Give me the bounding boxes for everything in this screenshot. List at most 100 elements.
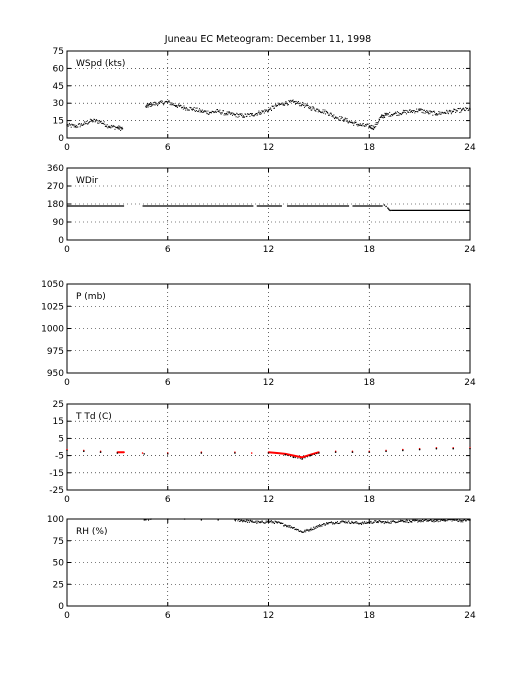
data-point-wspd-0-46 <box>452 110 454 113</box>
scatter-dot-rh <box>278 521 280 523</box>
scatter-dot-wspd <box>199 111 201 113</box>
scatter-dot-wspd <box>178 104 180 106</box>
scatter-dot-rh <box>379 520 381 522</box>
scatter-dot-rh <box>320 524 322 526</box>
scatter-dot-wspd <box>391 113 393 115</box>
data-point-temp-1-18 <box>402 449 404 452</box>
scatter-dot-wspd <box>447 113 449 115</box>
scatter-dot-wspd <box>211 110 213 112</box>
scatter-dot-wspd <box>118 128 120 130</box>
scatter-dot-rh <box>430 519 432 521</box>
scatter-dot-rh <box>354 521 356 523</box>
scatter-dot-wspd <box>162 103 164 105</box>
scatter-dot-wspd <box>287 104 289 106</box>
scatter-dot-wspd <box>312 106 314 108</box>
scatter-dot-rh <box>420 520 422 522</box>
x-tick-label-wspd-2: 12 <box>263 143 274 153</box>
scatter-dot-wspd <box>119 127 121 129</box>
scatter-dot-rh <box>389 522 391 524</box>
scatter-dot-wspd <box>275 103 277 105</box>
data-point-temp-1-12 <box>309 454 312 457</box>
scatter-dot-rh <box>268 520 270 522</box>
scatter-dot-rh <box>317 526 319 528</box>
scatter-dot-rh <box>241 520 243 522</box>
scatter-dot-rh <box>374 520 376 522</box>
scatter-dot-wspd <box>405 109 407 111</box>
scatter-dot-wspd <box>348 121 350 123</box>
panel-label-rh: RH (%) <box>76 527 107 537</box>
scatter-dot-wspd <box>337 117 339 119</box>
scatter-dot-wspd <box>434 113 436 115</box>
scatter-dot-rh <box>246 519 248 521</box>
scatter-dot-wspd <box>407 111 409 113</box>
scatter-dot-rh <box>364 522 366 524</box>
scatter-dot-rh <box>389 522 391 524</box>
scatter-dot-rh <box>421 520 423 522</box>
scatter-dot-rh <box>354 521 356 523</box>
scatter-dot-wspd <box>399 113 401 115</box>
scatter-dot-wspd <box>432 111 434 113</box>
scatter-dot-rh <box>440 519 442 521</box>
data-point-rh-0-4 <box>200 519 203 521</box>
scatter-dot-wspd <box>372 125 374 127</box>
scatter-dot-wspd <box>381 114 383 116</box>
scatter-dot-wspd <box>332 115 334 117</box>
scatter-dot-wspd <box>212 111 214 113</box>
scatter-dot-rh <box>466 518 468 520</box>
scatter-dot-wspd <box>106 124 108 126</box>
scatter-dot-rh <box>245 520 247 522</box>
scatter-dot-rh <box>424 519 426 521</box>
scatter-dot-wspd <box>110 124 112 126</box>
scatter-dot-wspd <box>111 126 113 128</box>
scatter-dot-rh <box>305 529 307 531</box>
data-point-temp-1-4 <box>143 453 146 455</box>
scatter-dot-rh <box>327 522 329 524</box>
scatter-dot-rh <box>365 522 367 524</box>
scatter-dot-wspd <box>413 110 415 112</box>
scatter-dot-rh <box>434 520 436 522</box>
scatter-dot-wspd <box>366 123 368 125</box>
scatter-dot-wspd <box>344 120 346 122</box>
scatter-dot-wspd <box>190 107 192 109</box>
data-point-temp-1-16 <box>368 451 371 453</box>
scatter-dot-wspd <box>313 107 315 109</box>
scatter-dot-wspd <box>330 112 332 114</box>
scatter-dot-rh <box>266 521 268 523</box>
scatter-dot-rh <box>337 523 339 525</box>
scatter-dot-wspd <box>71 124 73 126</box>
scatter-dot-wspd <box>404 110 406 112</box>
scatter-dot-wspd <box>459 107 461 109</box>
scatter-dot-rh <box>383 521 385 523</box>
scatter-dot-wspd <box>430 111 432 113</box>
scatter-dot-wspd <box>314 110 316 112</box>
data-point-wspd-0-21 <box>251 114 253 116</box>
scatter-dot-wspd <box>348 120 350 122</box>
x-tick-label-wspd-3: 18 <box>364 143 376 153</box>
x-tick-label-wdir-1: 6 <box>165 245 171 255</box>
scatter-dot-wspd <box>150 102 152 104</box>
scatter-dot-wspd <box>438 111 440 113</box>
scatter-dot-wspd <box>440 113 442 115</box>
scatter-dot-rh <box>306 529 308 531</box>
scatter-dot-wspd <box>371 127 373 129</box>
scatter-dot-wspd <box>321 111 323 113</box>
scatter-dot-rh <box>279 523 281 525</box>
scatter-dot-wspd <box>191 109 193 111</box>
scatter-dot-wspd <box>203 110 205 112</box>
scatter-dot-rh <box>262 522 264 524</box>
data-point-temp-1-3 <box>116 452 119 454</box>
scatter-dot-rh <box>258 521 260 523</box>
scatter-dot-wspd <box>181 106 183 108</box>
scatter-dot-wspd <box>296 101 298 103</box>
data-point-temp-1-1 <box>82 450 85 453</box>
scatter-dot-wspd <box>173 103 175 105</box>
scatter-dot-wspd <box>253 115 255 117</box>
scatter-dot-rh <box>314 526 316 528</box>
data-point-temp-0-5 <box>141 452 144 454</box>
scatter-dot-wspd <box>410 111 412 113</box>
scatter-dot-wspd <box>413 110 415 112</box>
scatter-dot-rh <box>353 522 355 524</box>
scatter-dot-wspd <box>184 108 186 110</box>
scatter-dot-wspd <box>100 120 102 122</box>
y-tick-label-rh-2: 50 <box>53 559 65 569</box>
